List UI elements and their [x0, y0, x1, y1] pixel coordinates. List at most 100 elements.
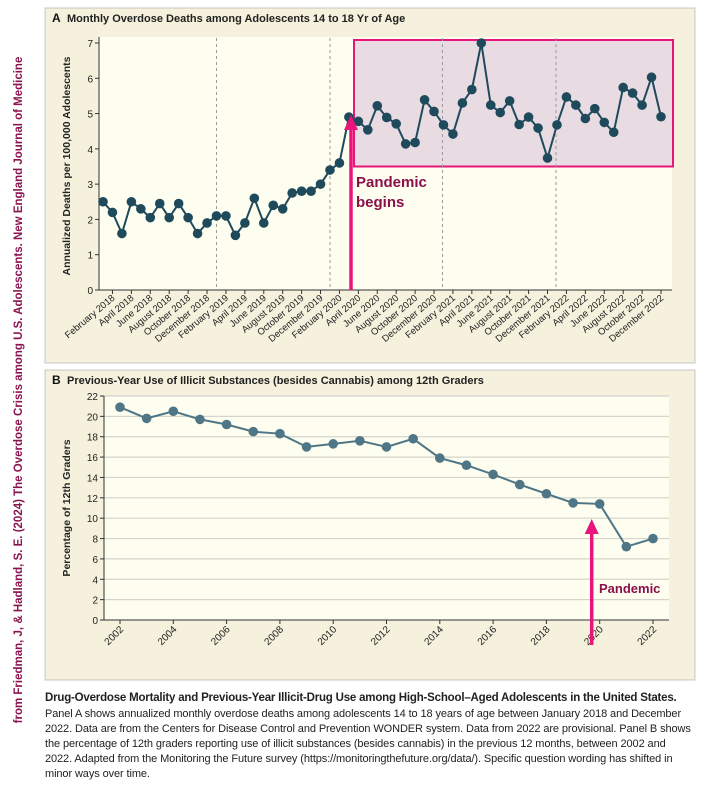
- data-point: [98, 196, 108, 207]
- data-point: [164, 212, 175, 223]
- data-point: [533, 123, 543, 133]
- data-point: [353, 116, 364, 127]
- data-point: [391, 119, 401, 129]
- data-point: [315, 179, 326, 189]
- plot-area: [104, 396, 669, 620]
- annotation-pandemic: Pandemic: [356, 174, 427, 191]
- y-tick-label: 0: [92, 616, 98, 627]
- data-point: [248, 426, 259, 437]
- data-point: [589, 103, 600, 114]
- caption-title: Drug-Overdose Mortality and Previous-Yea…: [45, 692, 677, 704]
- data-point: [154, 198, 165, 209]
- data-point: [372, 101, 383, 111]
- data-point: [136, 204, 146, 214]
- y-tick-label: 0: [87, 286, 93, 297]
- pandemic-arrow-head: [344, 115, 358, 130]
- data-point: [230, 230, 241, 241]
- data-point: [268, 200, 279, 211]
- data-point: [328, 439, 339, 449]
- data-point: [627, 88, 638, 98]
- data-point: [381, 442, 392, 452]
- data-point: [277, 204, 288, 214]
- data-point: [523, 112, 534, 122]
- data-point: [594, 499, 605, 509]
- data-point: [249, 193, 260, 204]
- data-point: [552, 120, 562, 130]
- data-point: [287, 188, 297, 198]
- data-point: [173, 198, 184, 209]
- data-point: [306, 186, 316, 196]
- data-point: [476, 38, 487, 48]
- data-point: [400, 139, 411, 149]
- data-point: [381, 112, 392, 123]
- panel-b-letter: B: [52, 373, 61, 387]
- data-point: [621, 541, 632, 552]
- y-tick-label: 14: [87, 473, 99, 484]
- data-point: [221, 419, 232, 430]
- data-point: [301, 442, 312, 452]
- data-point: [429, 106, 439, 117]
- data-point: [410, 137, 420, 148]
- data-point: [571, 100, 581, 110]
- data-point: [599, 117, 610, 128]
- data-point: [608, 127, 619, 138]
- data-point: [145, 212, 156, 223]
- data-point: [325, 165, 335, 175]
- y-tick-label: 4: [87, 145, 93, 156]
- data-point: [618, 82, 628, 93]
- data-point: [168, 406, 179, 417]
- data-point: [240, 218, 250, 228]
- panel-a-ylabel: Annualized Deaths per 100,000 Adolescent…: [61, 56, 73, 275]
- data-point: [656, 111, 666, 122]
- figure: A Monthly Overdose Deaths among Adolesce…: [44, 7, 696, 681]
- data-point: [648, 533, 658, 544]
- data-point: [448, 129, 458, 139]
- y-tick-label: 3: [87, 180, 93, 191]
- data-point: [202, 218, 212, 228]
- y-tick-label: 20: [87, 412, 99, 423]
- data-point: [221, 211, 231, 221]
- data-point: [504, 96, 515, 106]
- data-point: [646, 72, 657, 83]
- data-point: [419, 95, 430, 105]
- y-tick-label: 8: [92, 535, 98, 546]
- data-point: [488, 469, 498, 480]
- data-point: [435, 453, 445, 463]
- y-tick-label: 12: [87, 494, 99, 505]
- caption-body: Panel A shows annualized monthly overdos…: [45, 708, 691, 780]
- data-point: [467, 84, 477, 95]
- data-point: [117, 228, 127, 239]
- y-tick-label: 6: [92, 555, 98, 566]
- data-point: [637, 100, 647, 110]
- data-point: [115, 402, 125, 413]
- data-point: [334, 158, 345, 168]
- data-point: [514, 119, 524, 130]
- data-point: [568, 498, 578, 508]
- data-point: [192, 228, 203, 239]
- y-tick-label: 18: [87, 433, 99, 444]
- panel-a-letter: A: [52, 11, 61, 25]
- data-point: [195, 414, 205, 425]
- data-point: [355, 436, 365, 446]
- y-tick-label: 6: [87, 74, 93, 85]
- y-tick-label: 1: [87, 251, 93, 262]
- data-point: [485, 100, 496, 110]
- panel-a-title: Monthly Overdose Deaths among Adolescent…: [67, 13, 405, 25]
- data-point: [514, 479, 525, 490]
- pandemic-arrow-head: [584, 519, 599, 534]
- data-point: [107, 207, 118, 218]
- data-point: [126, 196, 137, 207]
- data-point: [495, 107, 506, 118]
- panel-b-title: Previous-Year Use of Illicit Substances …: [67, 375, 484, 387]
- y-tick-label: 2: [87, 215, 93, 226]
- annotation-begins: begins: [356, 194, 404, 211]
- data-point: [296, 186, 307, 196]
- y-tick-label: 7: [87, 39, 93, 50]
- y-tick-label: 2: [92, 596, 98, 607]
- data-point: [258, 218, 269, 228]
- data-point: [561, 92, 572, 102]
- data-point: [580, 113, 591, 124]
- panel-b-ylabel: Percentage of 12th Graders: [61, 439, 73, 576]
- data-point: [275, 428, 285, 439]
